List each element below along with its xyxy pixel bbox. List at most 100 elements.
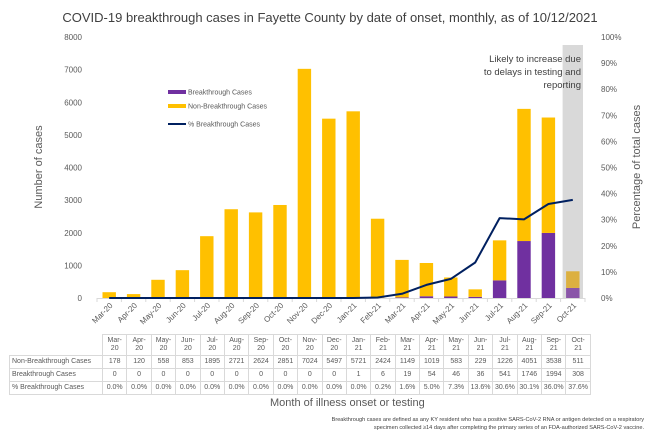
x-tick-label: Nov-20 bbox=[285, 301, 310, 326]
bars bbox=[102, 68, 580, 299]
bar-non-breakthrough bbox=[175, 270, 190, 298]
bar-breakthrough bbox=[444, 296, 458, 298]
table-cell: 6 bbox=[370, 368, 396, 382]
table-cell: 0.0% bbox=[248, 381, 274, 395]
table-corner bbox=[9, 334, 103, 356]
x-tick-label: Mar-21 bbox=[383, 301, 408, 326]
bar-non-breakthrough bbox=[273, 204, 287, 298]
bar-non-breakthrough bbox=[126, 294, 141, 298]
bar-non-breakthrough bbox=[200, 236, 214, 298]
table-cell: 36 bbox=[467, 368, 494, 382]
table-cell: 5.0% bbox=[419, 381, 445, 395]
table-cell: 0 bbox=[126, 368, 152, 382]
table-row: Non-Breakthrough Cases 178 120 558 853 1895 27… bbox=[9, 355, 591, 369]
bar-non-breakthrough bbox=[346, 111, 360, 298]
y2-tick-label: 10% bbox=[601, 268, 617, 277]
y-axis-title: Number of cases bbox=[33, 125, 45, 209]
bar-non-breakthrough bbox=[248, 212, 263, 298]
x-tick-label: Aug-21 bbox=[505, 301, 530, 326]
table-cell: 558 bbox=[150, 355, 177, 369]
bar-non-breakthrough bbox=[370, 218, 385, 298]
table-cell: 1994 bbox=[541, 368, 567, 382]
table-cell: 0.0% bbox=[126, 381, 152, 395]
annotation-line-1: Likely to increase due bbox=[489, 54, 581, 65]
y2-tick-label: 60% bbox=[601, 137, 617, 146]
bar-non-breakthrough bbox=[566, 271, 580, 288]
legend-swatch-breakthrough bbox=[168, 90, 186, 94]
table-cell: 7024 bbox=[297, 355, 323, 369]
legend-swatch-non-breakthrough bbox=[168, 104, 186, 108]
table-column-header: Oct- 20 bbox=[272, 334, 299, 356]
table-cell: 1019 bbox=[419, 355, 445, 369]
y-tick-label: 8000 bbox=[64, 33, 82, 42]
table-column-header: Apr- 20 bbox=[126, 334, 152, 356]
x-tick-label: Feb-21 bbox=[359, 301, 384, 326]
table-cell: 0 bbox=[223, 368, 250, 382]
y-tick-label: 2000 bbox=[64, 229, 82, 238]
y2-tick-label: 70% bbox=[601, 111, 617, 120]
annotation-line-2: to delays in testing and bbox=[484, 67, 581, 78]
table-cell: 2624 bbox=[248, 355, 274, 369]
table-cell: 1 bbox=[345, 368, 372, 382]
y2-tick-label: 90% bbox=[601, 59, 617, 68]
y2-tick-label: 80% bbox=[601, 85, 617, 94]
table-cell: 853 bbox=[175, 355, 201, 369]
footnote: Breakthrough cases are defined as any KY… bbox=[224, 416, 644, 432]
table-column-header: Jul- 20 bbox=[199, 334, 225, 356]
bar-non-breakthrough bbox=[492, 240, 507, 281]
table-cell: 19 bbox=[394, 368, 421, 382]
table-cell: 0 bbox=[321, 368, 347, 382]
bar-non-breakthrough bbox=[224, 209, 238, 298]
table-row-label: % Breakthrough Cases bbox=[9, 381, 103, 395]
y-tick-label: 7000 bbox=[64, 66, 82, 75]
table-column-header: Sep- 20 bbox=[248, 334, 274, 356]
legend-label-non-breakthrough: Non-Breakthrough Cases bbox=[188, 104, 267, 111]
table-cell: 120 bbox=[126, 355, 152, 369]
table-cell: 0 bbox=[272, 368, 299, 382]
table-cell: 0.2% bbox=[370, 381, 396, 395]
highlight-band bbox=[562, 45, 583, 298]
x-tick-label: Oct-20 bbox=[262, 301, 286, 325]
table-cell: 2721 bbox=[223, 355, 250, 369]
table-cell: 0 bbox=[150, 368, 177, 382]
bar-breakthrough bbox=[419, 296, 434, 298]
x-axis-title: Month of illness onset or testing bbox=[270, 397, 425, 409]
table-cell: 0 bbox=[175, 368, 201, 382]
table-cell: 7.3% bbox=[443, 381, 469, 395]
table-cell: 583 bbox=[443, 355, 469, 369]
x-tick-label: Jan-21 bbox=[335, 301, 359, 325]
chart-plot: 0 1000 2000 3000 4000 5000 6000 7000 8000 0% 10% 2… bbox=[33, 33, 643, 326]
table-column-header: May- 21 bbox=[443, 334, 469, 356]
table-cell: 0.0% bbox=[297, 381, 323, 395]
y2-tick-label: 30% bbox=[601, 216, 617, 225]
table-row-label: Breakthrough Cases bbox=[9, 368, 103, 382]
table-column-header: Feb- 21 bbox=[370, 334, 396, 356]
y-tick-label: 6000 bbox=[64, 98, 82, 107]
table-cell: 0.0% bbox=[345, 381, 372, 395]
table-column-header: May- 20 bbox=[150, 334, 177, 356]
y-axis-right: 0% 10% 20% 30% 40% 50% 60% 70% 80% 90% 100% bbox=[601, 33, 621, 303]
x-tick-label: Aug-20 bbox=[212, 301, 237, 326]
table-column-header: Mar- 20 bbox=[101, 334, 128, 356]
y2-tick-label: 40% bbox=[601, 190, 617, 199]
table-cell: 1895 bbox=[199, 355, 225, 369]
table-cell: 229 bbox=[467, 355, 494, 369]
legend-label-pct-breakthrough: % Breakthrough Cases bbox=[188, 122, 260, 129]
table-cell: 1226 bbox=[492, 355, 518, 369]
table-cell: 0.0% bbox=[272, 381, 299, 395]
table-cell: 13.6% bbox=[467, 381, 494, 395]
bar-breakthrough bbox=[566, 287, 580, 298]
y2-tick-label: 100% bbox=[601, 33, 621, 42]
x-tick-label: Jun-21 bbox=[457, 301, 481, 325]
y-tick-label: 5000 bbox=[64, 131, 82, 140]
y2-axis-title: Percentage of total cases bbox=[631, 104, 643, 229]
legend-label-breakthrough: Breakthrough Cases bbox=[188, 90, 252, 97]
bar-non-breakthrough bbox=[102, 292, 116, 298]
table-cell: 0 bbox=[101, 368, 128, 382]
x-tick-label: Apr-20 bbox=[116, 301, 140, 325]
legend: Breakthrough Cases Non-Breakthrough Case… bbox=[168, 90, 267, 129]
table-cell: 30.6% bbox=[492, 381, 518, 395]
series-line-pct-breakthrough bbox=[109, 198, 573, 299]
table-column-header: Aug- 21 bbox=[516, 334, 543, 356]
table-cell: 0.0% bbox=[150, 381, 177, 395]
